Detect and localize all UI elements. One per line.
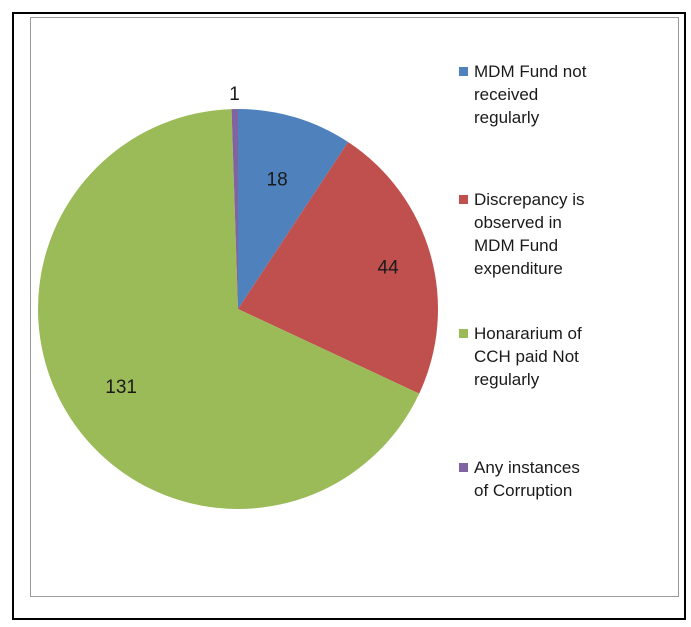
pie-slice-corruption-instances bbox=[231, 109, 238, 309]
legend-swatch-green bbox=[459, 329, 468, 338]
legend-label: Discrepancy is observed in MDM Fund expe… bbox=[474, 190, 585, 278]
data-label: 18 bbox=[267, 170, 288, 191]
pie-slice-mdm-fund-not-received bbox=[238, 109, 349, 309]
legend-swatch-red bbox=[459, 195, 468, 204]
legend-item-honararium-not-paid: Honararium of CCH paid Not regularly bbox=[459, 322, 624, 391]
data-label: 44 bbox=[378, 258, 400, 279]
legend-swatch-purple bbox=[459, 463, 468, 472]
legend-item-discrepancy-observed: Discrepancy is observed in MDM Fund expe… bbox=[459, 188, 624, 280]
data-label: 1 bbox=[229, 84, 240, 105]
legend-swatch-blue bbox=[459, 67, 468, 76]
pie-slice-discrepancy-observed bbox=[238, 142, 438, 394]
legend-item-corruption-instances: Any instances of Corruption bbox=[459, 456, 624, 502]
legend-label: Honararium of CCH paid Not regularly bbox=[474, 324, 582, 389]
pie-slices bbox=[38, 109, 438, 510]
legend-label: Any instances of Corruption bbox=[474, 458, 580, 500]
legend-item-mdm-fund-not-received: MDM Fund not received regularly bbox=[459, 60, 624, 129]
legend-label: MDM Fund not received regularly bbox=[474, 62, 587, 127]
pie-slice-honararium-not-paid bbox=[38, 109, 420, 510]
data-label: 131 bbox=[105, 377, 137, 398]
pie-data-labels: 18 44 131 1 bbox=[105, 84, 399, 398]
